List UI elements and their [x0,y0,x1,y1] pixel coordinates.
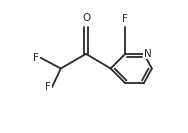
Text: F: F [33,53,39,63]
Text: F: F [45,82,51,92]
Text: O: O [82,13,90,23]
Text: N: N [144,49,152,59]
Text: F: F [122,14,128,24]
